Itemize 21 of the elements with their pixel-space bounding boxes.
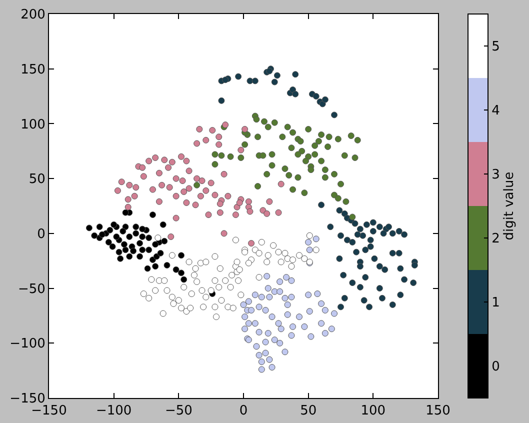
color-bar-title: digit value: [502, 172, 517, 240]
y-tick-label: 200: [20, 8, 46, 23]
x-tick-label: 100: [360, 404, 386, 419]
x-tick-label: −100: [96, 404, 132, 419]
color-bar-label: 5: [492, 40, 500, 55]
color-bar-label: 1: [492, 296, 500, 311]
y-tick-label: −50: [18, 282, 46, 297]
x-tick-label: −50: [164, 404, 192, 419]
x-tick-label: 150: [426, 404, 450, 419]
y-tick-label: −100: [10, 336, 46, 352]
y-tick-label: 50: [28, 172, 46, 188]
y-tick-label: −150: [10, 392, 46, 407]
color-bar-label: 3: [492, 168, 500, 183]
y-tick-label: 0: [37, 226, 46, 242]
y-tick-label: 100: [20, 117, 46, 132]
y-tick-label: 150: [20, 62, 46, 78]
color-bar-label: 4: [492, 104, 500, 119]
x-tick-label: 50: [300, 404, 317, 419]
color-bar-label: 2: [492, 232, 500, 247]
color-bar-label: 0: [492, 360, 500, 375]
x-tick-label: 0: [239, 404, 248, 419]
